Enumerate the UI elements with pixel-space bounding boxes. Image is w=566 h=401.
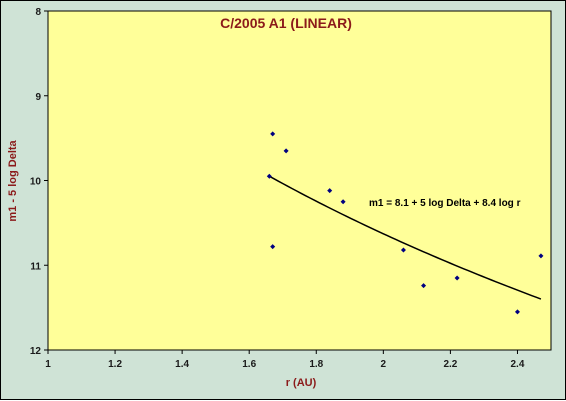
x-tick-label: 1.2 bbox=[108, 359, 122, 370]
x-axis-ticks: 1 1.2 1.4 1.6 1.8 2 2.2 2.4 bbox=[45, 350, 525, 370]
y-axis-ticks: 8 9 10 11 12 bbox=[30, 7, 48, 357]
fit-curve-group bbox=[268, 175, 542, 300]
data-point bbox=[266, 173, 272, 179]
x-tick-label: 1.6 bbox=[242, 359, 256, 370]
fit-curve bbox=[268, 175, 542, 300]
x-tick-label: 1.8 bbox=[309, 359, 323, 370]
x-tick-label: 2 bbox=[381, 359, 387, 370]
data-point bbox=[400, 247, 406, 253]
y-tick-label: 10 bbox=[30, 177, 42, 188]
data-point bbox=[270, 131, 276, 137]
fit-equation-label: m1 = 8.1 + 5 log Delta + 8.4 log r bbox=[369, 198, 521, 209]
data-point bbox=[270, 244, 276, 250]
data-point bbox=[538, 253, 544, 259]
data-point bbox=[340, 199, 346, 205]
data-point bbox=[514, 309, 520, 315]
y-tick-label: 8 bbox=[35, 7, 41, 18]
chart-title: C/2005 A1 (LINEAR) bbox=[220, 15, 352, 31]
x-tick-label: 1.4 bbox=[175, 359, 189, 370]
x-tick-label: 2.2 bbox=[443, 359, 457, 370]
x-axis-title: r (AU) bbox=[286, 377, 317, 389]
y-tick-label: 9 bbox=[35, 92, 41, 103]
x-tick-label: 2.4 bbox=[511, 359, 525, 370]
data-point bbox=[327, 188, 333, 194]
y-tick-label: 12 bbox=[30, 346, 42, 357]
x-tick-label: 1 bbox=[45, 359, 51, 370]
y-axis-title: m1 - 5 log Delta bbox=[7, 139, 19, 221]
data-point bbox=[454, 275, 460, 281]
y-tick-label: 11 bbox=[30, 261, 41, 272]
plot-area bbox=[47, 10, 552, 351]
data-points bbox=[266, 131, 544, 315]
data-point bbox=[421, 283, 427, 289]
data-point bbox=[283, 148, 289, 154]
